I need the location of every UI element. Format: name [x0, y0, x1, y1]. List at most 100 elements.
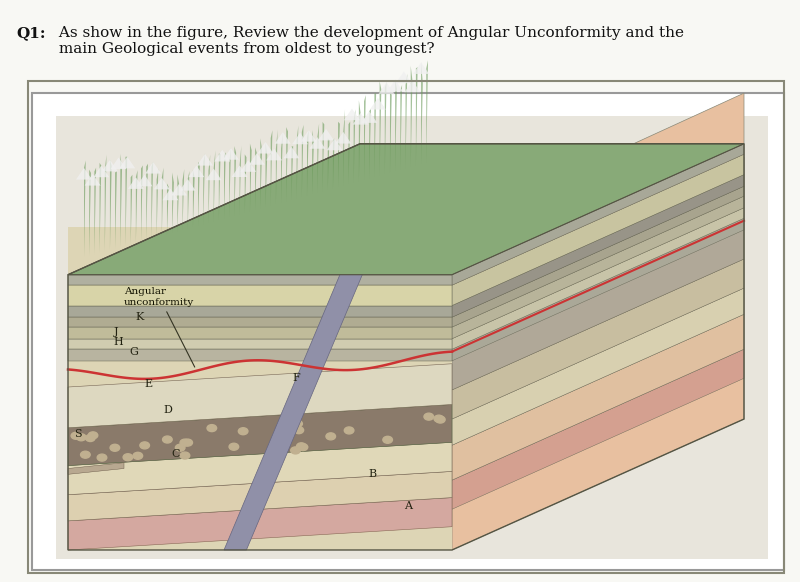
Polygon shape	[310, 137, 326, 149]
Polygon shape	[145, 162, 161, 173]
Polygon shape	[162, 189, 178, 200]
Circle shape	[238, 428, 248, 435]
Polygon shape	[338, 122, 340, 187]
Text: C: C	[172, 449, 180, 459]
Polygon shape	[379, 81, 382, 175]
Text: B: B	[368, 469, 376, 480]
Polygon shape	[110, 160, 112, 250]
Circle shape	[180, 452, 190, 459]
Polygon shape	[318, 129, 334, 140]
Polygon shape	[349, 122, 350, 184]
Polygon shape	[400, 85, 402, 170]
Polygon shape	[94, 168, 96, 254]
Polygon shape	[326, 139, 342, 150]
Polygon shape	[281, 132, 282, 203]
Polygon shape	[68, 306, 452, 317]
Polygon shape	[364, 95, 366, 180]
Polygon shape	[115, 171, 117, 249]
Polygon shape	[180, 179, 196, 191]
Polygon shape	[335, 132, 351, 144]
Text: S: S	[74, 428, 82, 439]
Polygon shape	[178, 175, 179, 232]
Polygon shape	[452, 186, 744, 327]
Polygon shape	[410, 66, 413, 167]
Polygon shape	[224, 227, 382, 550]
Polygon shape	[426, 61, 428, 162]
Circle shape	[435, 416, 445, 423]
Polygon shape	[130, 175, 133, 244]
Circle shape	[86, 435, 95, 442]
Polygon shape	[307, 130, 309, 196]
Polygon shape	[452, 208, 744, 349]
Polygon shape	[385, 82, 386, 174]
Text: As show in the figure, Review the development of Angular Unconformity and the
 m: As show in the figure, Review the develo…	[54, 26, 685, 56]
Polygon shape	[362, 111, 378, 123]
Polygon shape	[68, 364, 452, 428]
Circle shape	[175, 444, 185, 451]
Polygon shape	[452, 314, 744, 480]
Circle shape	[162, 436, 172, 443]
Polygon shape	[99, 163, 102, 253]
Circle shape	[290, 447, 300, 454]
Polygon shape	[452, 157, 744, 297]
Polygon shape	[301, 130, 317, 141]
Polygon shape	[405, 80, 421, 92]
Text: Q1:: Q1:	[16, 26, 46, 40]
Polygon shape	[157, 168, 158, 237]
Polygon shape	[374, 93, 376, 177]
Bar	[28, 81, 784, 573]
Polygon shape	[452, 186, 744, 332]
Polygon shape	[214, 150, 215, 221]
Circle shape	[344, 427, 354, 434]
Polygon shape	[105, 155, 106, 251]
Polygon shape	[452, 144, 744, 285]
Polygon shape	[120, 154, 122, 247]
Polygon shape	[68, 144, 744, 275]
Polygon shape	[452, 259, 744, 419]
Polygon shape	[322, 122, 324, 191]
Polygon shape	[68, 339, 452, 349]
Polygon shape	[182, 169, 184, 230]
Polygon shape	[343, 109, 345, 186]
Polygon shape	[258, 142, 274, 154]
Polygon shape	[84, 161, 86, 257]
Polygon shape	[85, 174, 101, 186]
Polygon shape	[249, 153, 265, 165]
Circle shape	[383, 436, 393, 443]
Polygon shape	[141, 165, 142, 242]
Text: A: A	[404, 501, 412, 512]
Polygon shape	[396, 72, 412, 83]
Polygon shape	[255, 147, 257, 210]
Polygon shape	[68, 463, 124, 474]
Polygon shape	[452, 166, 744, 306]
Text: D: D	[163, 405, 173, 416]
Polygon shape	[188, 165, 204, 177]
Polygon shape	[297, 126, 298, 198]
Polygon shape	[452, 196, 744, 339]
Polygon shape	[312, 130, 314, 194]
Polygon shape	[333, 139, 334, 189]
Polygon shape	[193, 170, 194, 227]
Polygon shape	[286, 127, 288, 201]
Polygon shape	[266, 142, 267, 207]
Polygon shape	[452, 201, 744, 352]
Polygon shape	[68, 404, 452, 466]
Circle shape	[207, 425, 217, 432]
Polygon shape	[390, 91, 392, 173]
Polygon shape	[302, 125, 303, 197]
Polygon shape	[89, 169, 91, 255]
Text: K: K	[136, 312, 144, 322]
Polygon shape	[198, 162, 200, 226]
Polygon shape	[395, 80, 397, 171]
Circle shape	[297, 443, 306, 450]
Polygon shape	[209, 155, 210, 223]
Polygon shape	[452, 175, 744, 317]
Polygon shape	[224, 152, 226, 218]
Polygon shape	[359, 100, 361, 181]
Polygon shape	[136, 170, 138, 243]
Circle shape	[133, 452, 142, 459]
Polygon shape	[151, 162, 153, 239]
Polygon shape	[68, 285, 452, 306]
Polygon shape	[452, 218, 744, 361]
Polygon shape	[68, 227, 452, 550]
